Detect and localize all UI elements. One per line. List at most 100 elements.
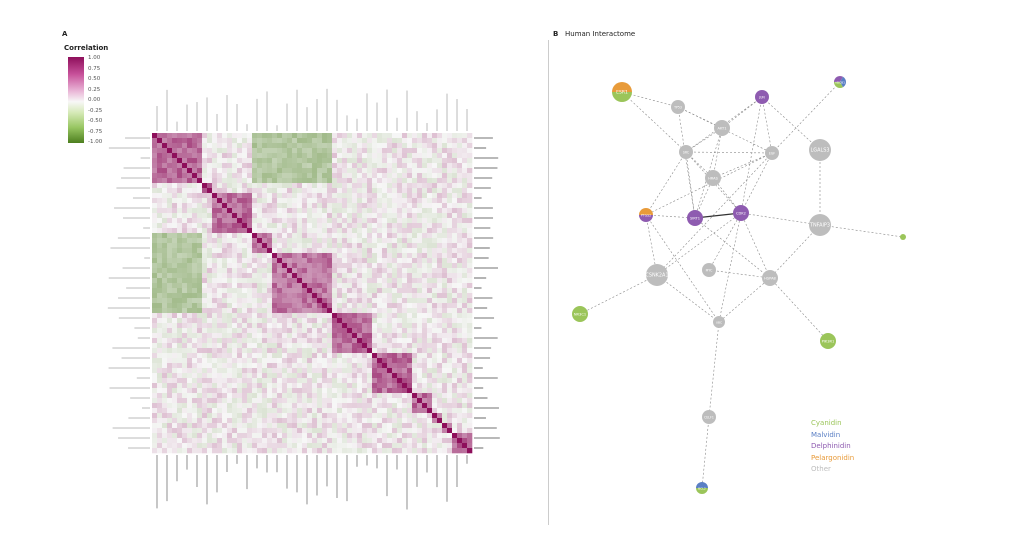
heatmap-cell — [397, 353, 403, 359]
heatmap-cell — [227, 153, 233, 159]
node-label: CSNK2A1 — [645, 273, 668, 279]
network-node[interactable]: ESR1 — [612, 82, 632, 102]
heatmap-cell — [272, 173, 278, 179]
heatmap-cell — [277, 183, 283, 189]
heatmap-cell — [232, 338, 238, 344]
heatmap-cell — [332, 203, 338, 209]
heatmap-cell — [427, 188, 433, 194]
heatmap-cell — [292, 348, 298, 354]
heatmap-cell — [372, 358, 378, 364]
heatmap-cell — [382, 203, 388, 209]
heatmap-cell — [317, 443, 323, 449]
heatmap-cell — [267, 358, 273, 364]
network-node[interactable]: EGF — [765, 146, 779, 160]
heatmap-cell — [362, 388, 368, 394]
heatmap-cell — [377, 198, 383, 204]
node-label: HSPA8 — [764, 277, 776, 281]
network-node[interactable]: MYC — [702, 263, 716, 277]
heatmap-cell — [192, 353, 198, 359]
heatmap-cell — [442, 328, 448, 334]
heatmap-cell — [457, 278, 463, 284]
network-node[interactable]: TNFAIP3 — [809, 214, 831, 236]
network-node[interactable]: JUN — [755, 90, 769, 104]
network-node[interactable]: UBC — [713, 316, 725, 328]
heatmap-cell — [297, 228, 303, 234]
heatmap-cell — [467, 288, 473, 294]
heatmap-cell — [302, 203, 308, 209]
heatmap-cell — [202, 413, 208, 419]
node-label: UBC — [716, 321, 722, 325]
network-node[interactable]: PTGS2 — [639, 208, 653, 222]
network-node[interactable]: CELF1 — [702, 410, 716, 424]
network-node[interactable]: SRC — [679, 145, 693, 159]
heatmap-cell — [452, 213, 458, 219]
heatmap-cell — [207, 168, 213, 174]
heatmap-cell — [337, 358, 343, 364]
heatmap-cell — [307, 303, 313, 309]
network-node[interactable]: CSNK2A1 — [645, 264, 669, 286]
heatmap-cell — [467, 348, 473, 354]
network-node[interactable]: HSPA8 — [762, 270, 778, 286]
heatmap-cell — [387, 133, 393, 139]
heatmap-cell — [367, 408, 373, 414]
heatmap-cell — [457, 318, 463, 324]
heatmap-cell — [202, 198, 208, 204]
heatmap-cell — [282, 293, 288, 299]
heatmap-cell — [362, 353, 368, 359]
heatmap-cell — [347, 178, 353, 184]
heatmap-cell — [367, 248, 373, 254]
network-node[interactable]: HRAS — [705, 170, 721, 186]
heatmap-cell — [177, 373, 183, 379]
heatmap-cell — [372, 238, 378, 244]
heatmap-cell — [342, 258, 348, 264]
heatmap-cell — [342, 368, 348, 374]
heatmap-cell — [167, 398, 173, 404]
network-node[interactable]: CDK2 — [733, 205, 749, 221]
heatmap-cell — [187, 278, 193, 284]
heatmap-cell — [457, 443, 463, 449]
heatmap-cell — [387, 293, 393, 299]
network-node[interactable]: TP53 — [671, 100, 685, 114]
heatmap-cell — [217, 323, 223, 329]
heatmap-cell — [402, 203, 408, 209]
network-node[interactable]: BCL2 — [696, 482, 708, 494]
heatmap-cell — [177, 178, 183, 184]
heatmap-cell — [337, 278, 343, 284]
heatmap-cell — [212, 278, 218, 284]
heatmap-cell — [257, 278, 263, 284]
heatmap-cell — [452, 268, 458, 274]
network-node[interactable] — [900, 234, 906, 240]
heatmap-cell — [287, 218, 293, 224]
heatmap-cell — [352, 333, 358, 339]
heatmap-cell — [172, 173, 178, 179]
network-node[interactable]: NR3C1 — [572, 306, 588, 322]
heatmap-cell — [207, 333, 213, 339]
network-node[interactable]: ABCB1 — [834, 76, 846, 88]
heatmap-cell — [407, 273, 413, 279]
heatmap-cell — [327, 348, 333, 354]
heatmap-cell — [362, 438, 368, 444]
heatmap-cell — [287, 168, 293, 174]
heatmap-cell — [412, 208, 418, 214]
heatmap-cell — [442, 418, 448, 424]
heatmap-cell — [367, 403, 373, 409]
heatmap-cell — [197, 363, 203, 369]
heatmap-cell — [267, 448, 273, 454]
heatmap-cell — [242, 338, 248, 344]
heatmap-cell — [172, 298, 178, 304]
heatmap-cell — [237, 358, 243, 364]
heatmap-cell — [162, 188, 168, 194]
heatmap-cell — [202, 348, 208, 354]
heatmap-cell — [272, 318, 278, 324]
heatmap-cell — [307, 433, 313, 439]
heatmap-cell — [237, 133, 243, 139]
heatmap-cell — [282, 398, 288, 404]
network-node[interactable]: SIRT1 — [687, 210, 703, 226]
network-node[interactable]: AKT1 — [714, 120, 730, 136]
heatmap-cell — [457, 258, 463, 264]
heatmap-cell — [177, 268, 183, 274]
network-node[interactable]: LGALS3 — [809, 139, 831, 161]
network-node[interactable]: PIK3R1 — [820, 333, 836, 349]
heatmap-cell — [282, 148, 288, 154]
heatmap-cell — [427, 263, 433, 269]
